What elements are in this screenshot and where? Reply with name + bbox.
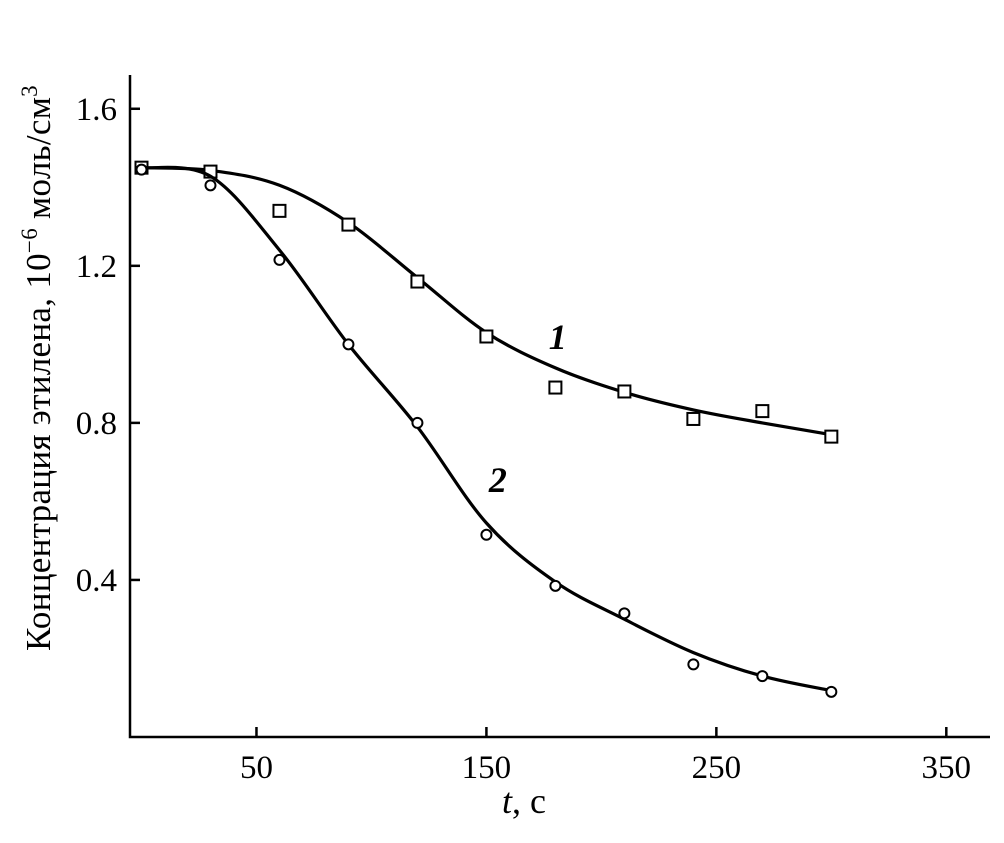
marker-square <box>824 429 839 444</box>
x-axis-label-units: , с <box>512 781 546 821</box>
x-tick-label: 350 <box>922 750 972 786</box>
y-tick-label: 1.6 <box>76 92 117 128</box>
marker-circle <box>480 528 493 541</box>
marker-square <box>410 274 425 289</box>
marker-circle <box>825 685 838 698</box>
marker-circle <box>342 338 355 351</box>
y-tick-label: 1.2 <box>76 249 117 285</box>
x-tick-label: 150 <box>462 750 512 786</box>
marker-circle <box>687 658 700 671</box>
marker-square <box>272 203 287 218</box>
marker-square <box>341 217 356 232</box>
marker-circle <box>411 416 424 429</box>
marker-square <box>548 380 563 395</box>
marker-circle <box>756 670 769 683</box>
marker-square <box>755 404 770 419</box>
x-axis-label-variable: t <box>502 781 513 821</box>
axis-frame <box>128 75 990 739</box>
y-tick-label: 0.8 <box>76 406 117 442</box>
marker-square <box>686 411 701 426</box>
x-tick-label: 50 <box>240 750 273 786</box>
marker-circle <box>549 579 562 592</box>
y-axis-label: Концентрация этилена, 10−6 моль/см3 <box>17 85 59 651</box>
marker-circle <box>204 179 217 192</box>
marker-square <box>479 329 494 344</box>
x-tick-label: 250 <box>692 750 742 786</box>
y-axis-label-text: Концентрация этилена, 10 <box>18 253 58 651</box>
marker-circle <box>273 253 286 266</box>
y-axis-label-exponent: −6 <box>17 227 43 254</box>
y-axis-label-units-exponent: 3 <box>17 85 43 97</box>
curve-label-1: 1 <box>548 316 567 357</box>
marker-circle <box>135 163 148 176</box>
curve-label-2: 2 <box>488 459 507 500</box>
y-axis-label-units: моль/см <box>18 96 58 228</box>
marker-circle <box>618 607 631 620</box>
marker-square <box>617 384 632 399</box>
curve-2 <box>139 165 833 693</box>
x-axis-label: t, с <box>502 780 546 822</box>
y-tick-label: 0.4 <box>76 563 117 599</box>
